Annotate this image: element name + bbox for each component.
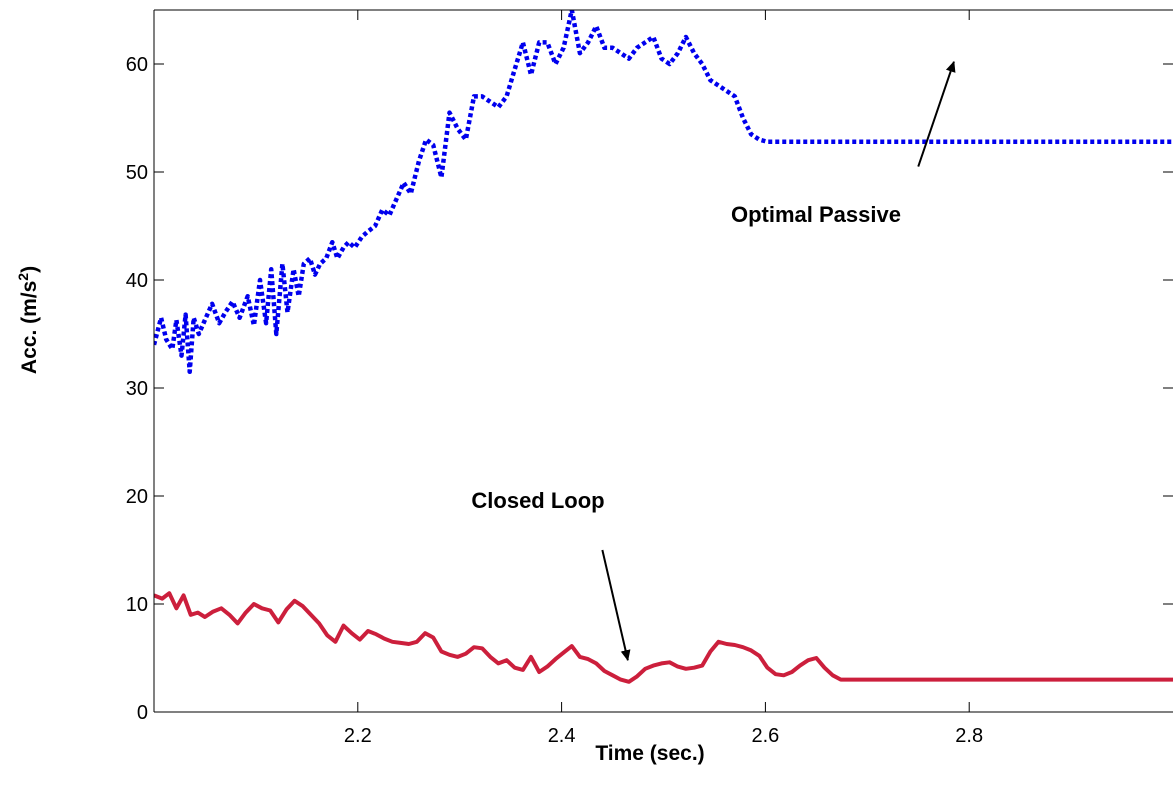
y-axis-title-main: Acc. (m/s xyxy=(18,281,41,374)
x-tick-label: 2.2 xyxy=(344,725,372,747)
y-axis-title: Acc. (m/s2) xyxy=(15,266,41,374)
annotation-arrow-optimal-passive xyxy=(917,60,956,167)
y-tick-label: 40 xyxy=(126,270,148,292)
plot-area xyxy=(154,10,1173,712)
y-tick-label: 20 xyxy=(126,486,148,508)
series-line-optimal-passive xyxy=(154,10,1173,375)
annotation-optimal-passive: Optimal Passive xyxy=(731,202,901,227)
series-line-closed-loop xyxy=(154,591,1173,684)
y-tick-label: 50 xyxy=(126,162,148,184)
y-tick-label: 30 xyxy=(126,378,148,400)
y-tick-label: 60 xyxy=(126,54,148,76)
y-axis-title-close: ) xyxy=(18,266,41,273)
x-tick-label: 2.8 xyxy=(955,725,983,747)
annotation-arrow-closed-loop xyxy=(601,549,631,662)
x-axis-title: Time (sec.) xyxy=(595,742,704,765)
y-axis-title-sup: 2 xyxy=(15,273,31,281)
y-tick-label: 10 xyxy=(126,594,148,616)
x-tick-label: 2.4 xyxy=(548,725,576,747)
annotation-closed-loop: Closed Loop xyxy=(471,488,604,513)
x-tick-label: 2.6 xyxy=(751,725,779,747)
y-tick-label: 0 xyxy=(137,702,148,724)
